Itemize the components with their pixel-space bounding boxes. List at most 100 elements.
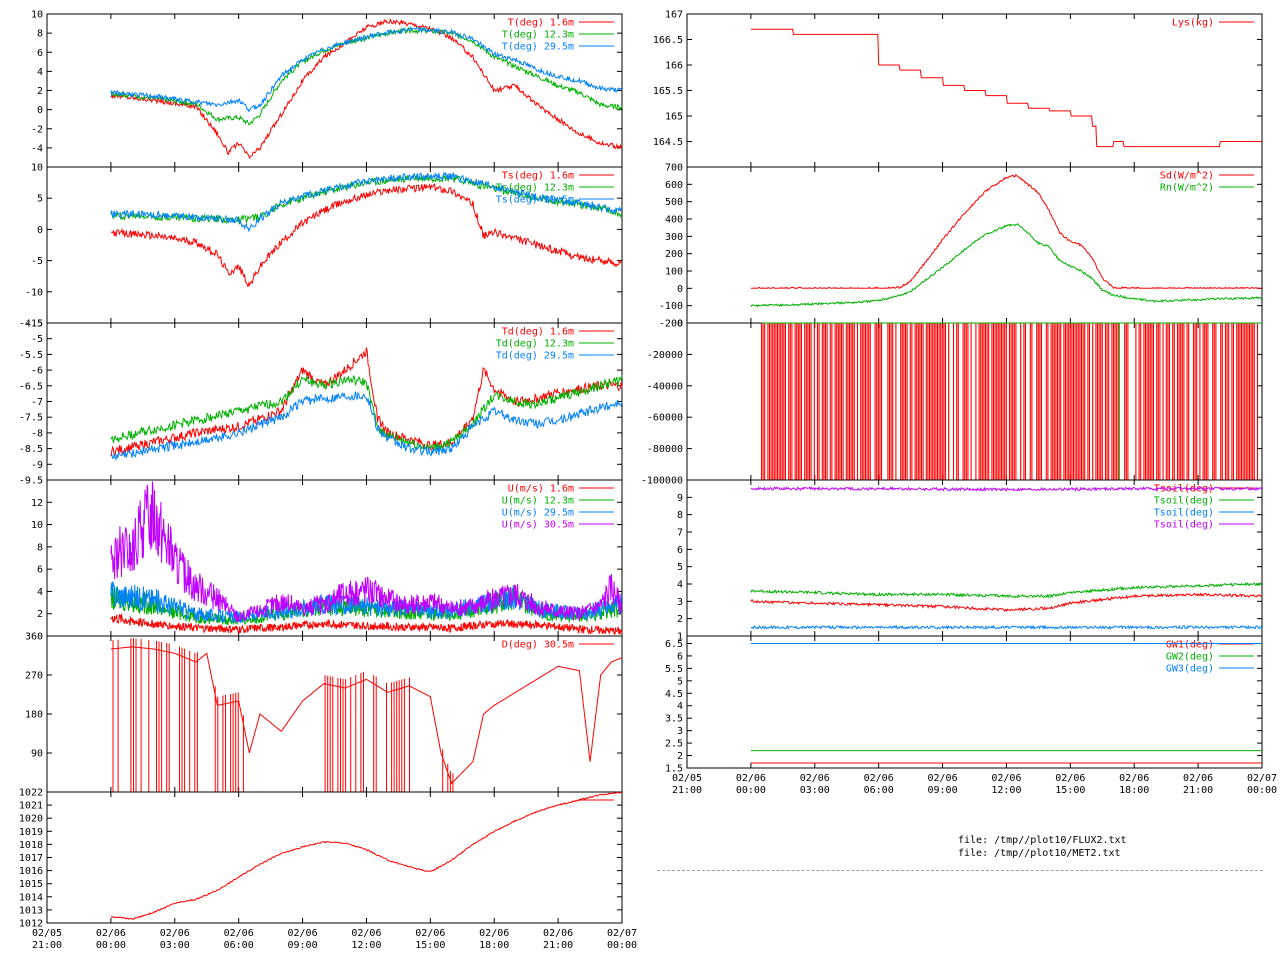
legend-label: Ts(deg) 12.3m: [496, 183, 574, 194]
y-tick-label: 6: [677, 651, 683, 662]
y-tick-label: 167: [665, 10, 683, 21]
legend-label: Td(deg) 1.6m: [502, 327, 574, 338]
x-tick-date: 02/06: [928, 773, 958, 784]
x-tick-time: 21:00: [543, 940, 573, 951]
y-tick-label: -100000: [641, 476, 683, 487]
legend-label: T(deg) 12.3m: [502, 30, 574, 41]
y-tick-label: -4: [31, 143, 43, 154]
y-tick-label: 2: [37, 86, 43, 97]
y-tick-label: 1012: [19, 919, 43, 930]
series-tsurf-2: [110, 171, 622, 233]
y-tick-label: 3: [677, 597, 683, 608]
x-tick-date: 02/06: [543, 928, 573, 939]
x-tick-date: 02/06: [1183, 773, 1213, 784]
y-tick-label: 500: [665, 197, 683, 208]
y-tick-label: 360: [25, 632, 43, 643]
y-tick-label: 8: [37, 29, 43, 40]
panel-gw: 1.5 22.5 33.5 44.5 55.5 66.5 GW1(deg)GW2(deg)G…: [665, 635, 1263, 775]
x-tick-date: 02/06: [224, 928, 254, 939]
y-tick-label: 4: [677, 580, 683, 591]
series-rad-1: [750, 223, 1263, 308]
panel-wdir: 90 180 270 360 D(deg) 30.5m: [25, 632, 623, 793]
y-tick-label: 1016: [19, 866, 43, 877]
y-tick-label: 1015: [19, 879, 43, 890]
x-tick-time: 18:00: [479, 940, 509, 951]
y-tick-label: -15: [25, 319, 43, 330]
x-tick-date: 02/06: [864, 773, 894, 784]
y-tick-label: 5: [677, 562, 683, 573]
y-tick-label: -9.5: [19, 476, 43, 487]
y-tick-label: 4: [37, 67, 43, 78]
y-tick-label: -8: [31, 428, 43, 439]
series-wdir-0: [110, 638, 623, 792]
y-tick-label: 3.5: [665, 714, 683, 725]
y-tick-label: 3: [677, 726, 683, 737]
y-tick-label: -6.5: [19, 381, 43, 392]
legend-label: U(m/s) 12.3m: [502, 496, 574, 507]
series-G1: [760, 323, 1259, 480]
x-tick-time: 06:00: [864, 785, 894, 796]
y-tick-label: 2: [37, 609, 43, 620]
x-tick-date: 02/06: [288, 928, 318, 939]
y-tick-label: 164.5: [653, 137, 683, 148]
y-tick-label: 5.5: [665, 664, 683, 675]
y-tick-label: 5: [677, 676, 683, 687]
legend-label: U(m/s) 30.5m: [502, 520, 574, 531]
y-tick-label: 9: [677, 493, 683, 504]
y-tick-label: 165.5: [653, 86, 683, 97]
y-tick-label: -6: [31, 366, 43, 377]
legend-label: Tsoil(deg): [1154, 520, 1214, 531]
y-tick-label: 165: [665, 112, 683, 123]
series-tsurf-0: [110, 183, 623, 288]
y-tick-label: -100: [659, 301, 683, 312]
y-tick-label: 90: [31, 749, 43, 760]
x-tick-date: 02/07: [607, 928, 637, 939]
y-tick-label: 5: [37, 194, 43, 205]
y-tick-label: 2.5: [665, 739, 683, 750]
y-tick-label: 6: [37, 565, 43, 576]
legend-label: U(m/s) 1.6m: [508, 484, 574, 495]
y-tick-label: 6: [677, 545, 683, 556]
x-tick-time: 12:00: [351, 940, 381, 951]
series-wind-2: [110, 581, 623, 624]
y-tick-label: -7: [31, 397, 43, 408]
x-tick-date: 02/06: [736, 773, 766, 784]
series-wind-0: [110, 613, 623, 636]
x-tick-time: 09:00: [288, 940, 318, 951]
x-tick-time: 03:00: [160, 940, 190, 951]
legend-label: GW1(deg): [1166, 640, 1214, 651]
y-tick-label: -2: [31, 124, 43, 135]
legend-label: T(deg) 1.6m: [508, 18, 574, 29]
y-tick-label: 0: [677, 319, 683, 330]
x-tick-time: 21:00: [672, 785, 702, 796]
series-rad-0: [750, 174, 1263, 290]
x-tick-time: 00:00: [736, 785, 766, 796]
file-met2-label: file: /tmp//plot10/MET2.txt: [958, 848, 1121, 859]
panel-tsoil: 123456789Tsoil(deg)Tsoil(deg)Tsoil(deg)T…: [677, 479, 1263, 643]
x-tick-time: 12:00: [991, 785, 1021, 796]
legend-label: U(m/s) 29.5m: [502, 508, 574, 519]
y-tick-label: 12: [31, 498, 43, 509]
x-tick-time: 21:00: [32, 940, 62, 951]
x-tick-time: 03:00: [800, 785, 830, 796]
y-tick-label: 1019: [19, 827, 43, 838]
y-tick-label: 1021: [19, 801, 43, 812]
y-tick-label: -200: [659, 319, 683, 330]
y-tick-label: 6.5: [665, 639, 683, 650]
legend-label: Rn(W/m^2): [1160, 183, 1214, 194]
x-tick-date: 02/06: [479, 928, 509, 939]
legend-label: Td(deg) 12.3m: [496, 339, 574, 350]
y-tick-label: 1.5: [665, 764, 683, 775]
y-tick-label: 0: [37, 225, 43, 236]
legend-label: GW2(deg): [1166, 652, 1214, 663]
legend-label: Ts(deg) 1.6m: [502, 171, 574, 182]
x-tick-time: 09:00: [928, 785, 958, 796]
x-tick-time: 00:00: [96, 940, 126, 951]
y-tick-label: 1018: [19, 840, 43, 851]
y-tick-label: 400: [665, 215, 683, 226]
y-tick-label: 1022: [19, 788, 43, 799]
y-tick-label: 1017: [19, 853, 43, 864]
y-tick-label: 8: [677, 510, 683, 521]
